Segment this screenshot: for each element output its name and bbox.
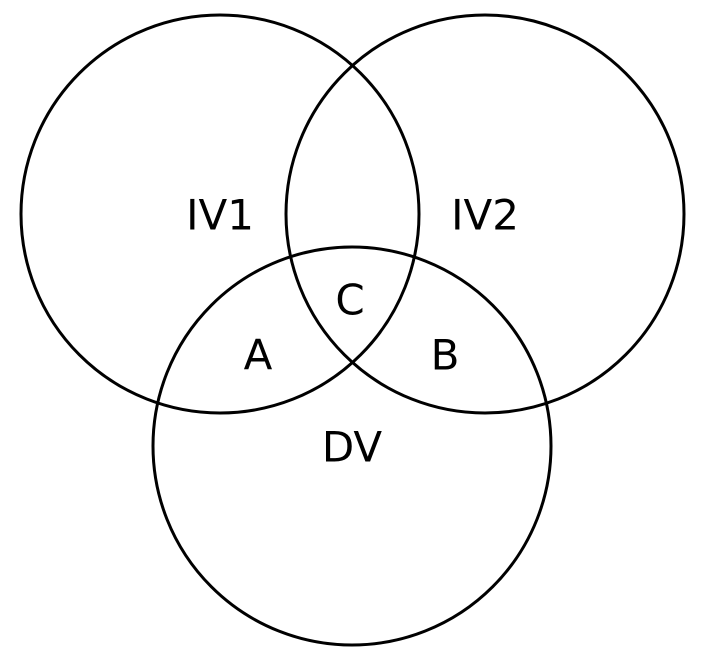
region-c-label: C [335,276,364,325]
region-a-label: A [244,331,273,380]
iv1-label: IV1 [186,191,254,240]
iv2-label: IV2 [451,191,519,240]
dv-circle [151,245,553,647]
region-b-label: B [431,331,460,380]
dv-label: DV [322,423,383,472]
iv2-circle [284,13,686,415]
iv1-circle [19,13,421,415]
